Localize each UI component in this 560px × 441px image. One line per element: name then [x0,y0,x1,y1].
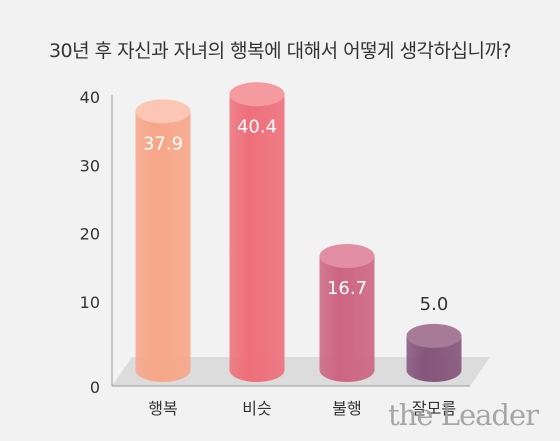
y-tick-label: 0 [90,378,100,397]
bar-body [406,335,462,382]
bars: 37.9 40.4 16.7 5.0 [135,82,462,383]
y-tick-label: 10 [80,293,100,312]
bar-value-label: 37.9 [143,133,183,154]
chart-title: 30년 후 자신과 자녀의 행복에 대해서 어떻게 생각하십니까? [48,40,512,62]
bar-2: 16.7 [319,244,375,382]
y-tick-label: 40 [80,88,100,107]
bar-value-label: 5.0 [420,294,449,315]
y-axis-ticks: 0 10 20 30 40 [80,88,100,397]
bar-top-cap [319,244,375,269]
x-category-label: 비슷 [242,399,271,418]
chart-floor [112,357,490,386]
bar-0: 37.9 [135,99,191,382]
bar-value-label: 16.7 [327,278,367,299]
bar-top-cap [229,82,285,107]
watermark-logo: the Leader [388,398,539,432]
y-tick-label: 30 [80,156,100,175]
bar-body [135,111,191,382]
bar-body [229,94,285,383]
y-tick-label: 20 [80,225,100,244]
bar-top-cap [135,99,191,124]
x-category-label: 잘모름 [412,399,456,418]
x-category-label: 행복 [148,399,177,418]
x-axis-labels: 행복 비슷 불행 잘모름 [148,399,456,418]
bar-1: 40.4 [229,82,285,383]
x-category-label: 불행 [332,399,361,418]
bar-body [319,256,375,382]
bar-value-label: 40.4 [237,116,277,137]
bar-top-cap [406,323,462,348]
bar-3: 5.0 [406,294,462,382]
